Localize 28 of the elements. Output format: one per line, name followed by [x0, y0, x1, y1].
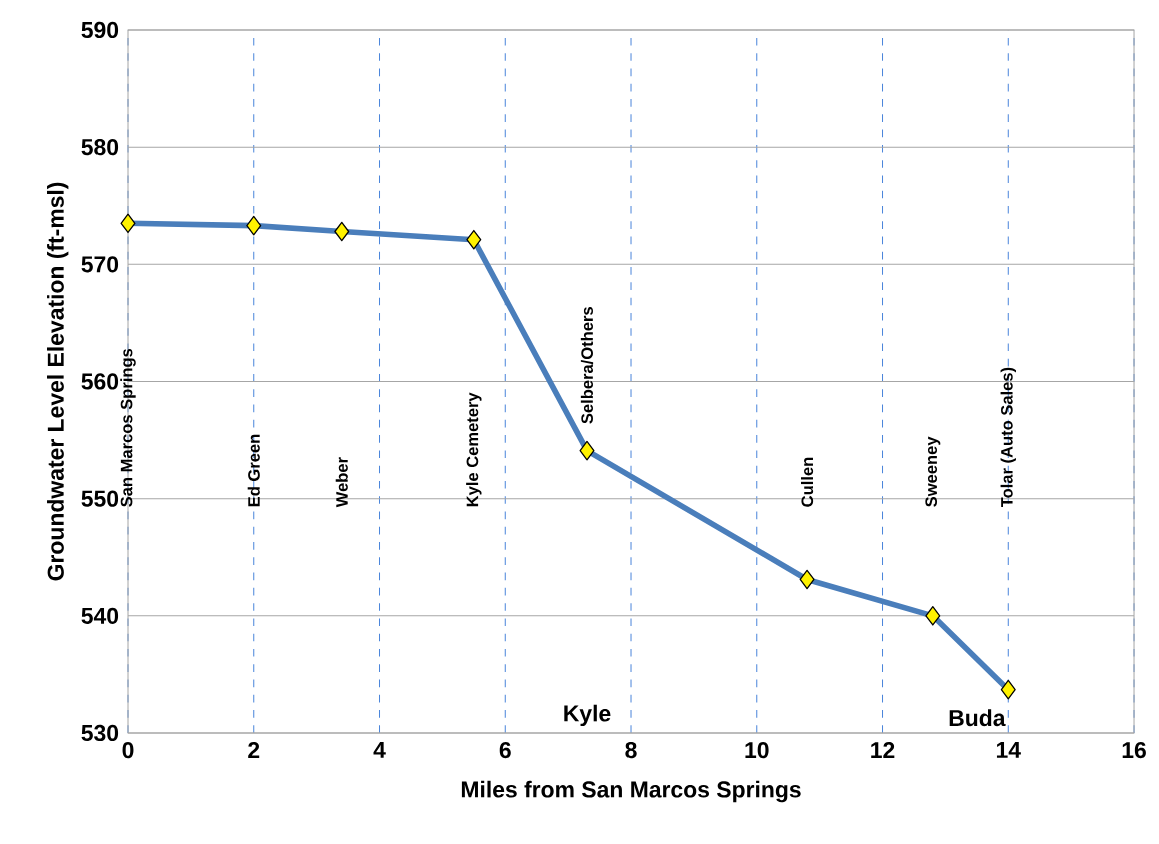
y-tick-label: 540: [81, 607, 119, 624]
x-tick-label: 16: [1122, 741, 1146, 759]
x-tick-label: 14: [996, 741, 1021, 758]
x-tick-label: 8: [625, 741, 637, 759]
x-axis-title: Miles from San Marcos Springs: [461, 780, 801, 803]
y-axis-title: Groundwater Level Elevation (ft-msl): [47, 182, 69, 581]
annotation: Cullen: [801, 457, 814, 507]
annotation: Kyle Cemetery: [466, 392, 482, 507]
y-tick-label: 550: [81, 490, 119, 507]
x-tick-label: 0: [122, 741, 134, 759]
y-tick-label: 530: [81, 724, 119, 742]
x-tick-label: 2: [248, 741, 260, 758]
annotation: Buda: [949, 709, 1006, 727]
x-tick-label: 12: [871, 741, 895, 758]
y-tick-label: 590: [81, 21, 119, 39]
annotation: Ed Green: [247, 434, 260, 507]
y-tick-label: 560: [81, 373, 119, 390]
y-tick-label: 580: [81, 139, 119, 156]
annotation: Selbera/Others: [580, 307, 594, 424]
annotation: San Marcos Springs: [120, 348, 136, 507]
annotation: Sweeney: [925, 436, 941, 507]
y-tick-label: 570: [81, 256, 119, 273]
x-tick-label: 4: [373, 741, 386, 758]
annotation: Tolar (Auto Sales): [1000, 367, 1016, 508]
x-tick-label: 6: [499, 741, 511, 759]
annotation: Weber: [335, 457, 348, 508]
x-tick-label: 10: [745, 741, 769, 759]
annotation: Kyle: [564, 704, 611, 727]
